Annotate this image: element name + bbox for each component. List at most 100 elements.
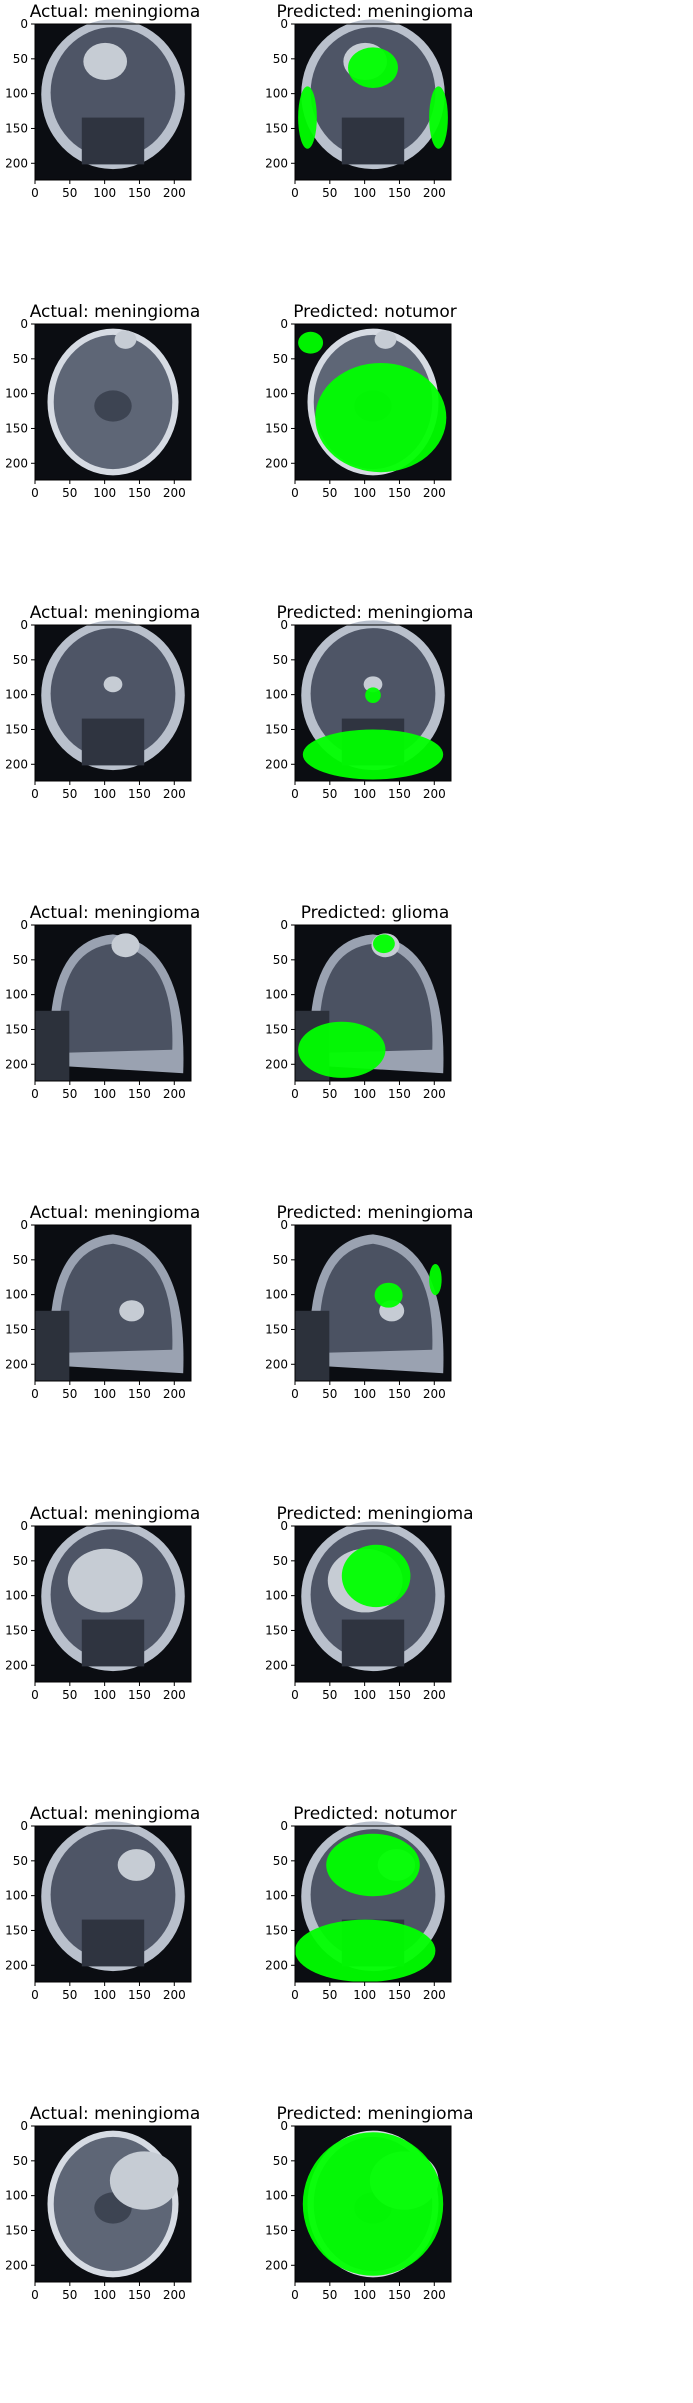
x-tick-label: 100 <box>93 2288 116 2302</box>
y-tick-label: 200 <box>5 1357 28 1371</box>
y-tick-label: 100 <box>265 2189 288 2203</box>
predicted-label: Predicted: meningioma <box>276 2104 474 2125</box>
x-tick-label: 150 <box>388 2288 411 2302</box>
y-tick-label: 50 <box>13 1553 28 1567</box>
y-tick-label: 200 <box>265 2258 288 2272</box>
y-tick-label: 200 <box>265 757 288 771</box>
y-tick-label: 200 <box>5 457 28 471</box>
y-tick-label: 100 <box>265 687 288 701</box>
x-tick-label: 50 <box>322 186 337 200</box>
x-tick-label: 100 <box>93 1688 116 1702</box>
predicted-label: Predicted: meningioma <box>276 602 474 623</box>
mri-axes: 0 50 100 150 200 0 50 100 150 200 <box>265 2119 452 2302</box>
y-tick-label: 0 <box>20 1218 28 1232</box>
attention-overlay <box>295 1919 436 1982</box>
y-tick-label: 150 <box>265 121 288 135</box>
y-tick-label: 50 <box>273 352 288 366</box>
mri-axes: 0 50 100 150 200 0 50 100 150 200 <box>5 618 192 801</box>
predicted-label: Predicted: notumor <box>293 1803 457 1824</box>
x-tick-label: 200 <box>423 1387 446 1401</box>
x-tick-label: 200 <box>163 787 186 801</box>
predicted-label: Predicted: meningioma <box>276 1203 474 1224</box>
attention-overlay <box>298 86 317 149</box>
tumor-region <box>83 42 128 81</box>
x-tick-label: 100 <box>353 1988 376 2002</box>
x-tick-label: 0 <box>291 1988 299 2002</box>
y-tick-label: 200 <box>265 1958 288 1972</box>
predicted-label: Predicted: meningioma <box>276 2 474 22</box>
y-tick-label: 0 <box>280 618 288 632</box>
x-tick-label: 0 <box>31 787 39 801</box>
x-tick-label: 150 <box>128 1688 151 1702</box>
y-tick-label: 0 <box>280 918 288 932</box>
x-tick-label: 0 <box>31 186 39 200</box>
y-tick-label: 0 <box>20 618 28 632</box>
y-tick-label: 150 <box>5 422 28 436</box>
x-tick-label: 50 <box>62 486 77 500</box>
tumor-region <box>103 675 123 692</box>
actual-label: Actual: meningioma <box>29 2104 201 2125</box>
y-tick-label: 0 <box>280 1519 288 1533</box>
y-tick-label: 50 <box>273 652 288 666</box>
y-tick-label: 50 <box>13 953 28 967</box>
x-tick-label: 200 <box>163 1688 186 1702</box>
y-tick-label: 50 <box>273 52 288 66</box>
mri-axes: 0 50 100 150 200 0 50 100 150 200 <box>5 1819 192 2002</box>
attention-overlay <box>326 1833 420 1896</box>
y-tick-label: 0 <box>280 1819 288 1833</box>
y-tick-label: 50 <box>273 1553 288 1567</box>
actual-label: Actual: meningioma <box>29 602 201 623</box>
y-tick-label: 200 <box>265 1357 288 1371</box>
y-tick-label: 150 <box>5 1623 28 1637</box>
x-tick-label: 150 <box>388 1387 411 1401</box>
y-tick-label: 50 <box>273 1854 288 1868</box>
y-tick-label: 50 <box>13 1854 28 1868</box>
attention-overlay <box>365 686 381 703</box>
x-tick-label: 100 <box>93 1988 116 2002</box>
y-tick-label: 50 <box>13 352 28 366</box>
y-tick-label: 200 <box>265 457 288 471</box>
y-tick-label: 150 <box>265 1623 288 1637</box>
x-tick-label: 0 <box>31 2288 39 2302</box>
y-tick-label: 200 <box>5 757 28 771</box>
x-tick-label: 200 <box>163 486 186 500</box>
x-tick-label: 150 <box>128 186 151 200</box>
x-tick-label: 0 <box>31 1387 39 1401</box>
y-tick-label: 200 <box>5 1958 28 1972</box>
y-tick-label: 200 <box>5 1057 28 1071</box>
y-tick-label: 0 <box>280 17 288 31</box>
y-tick-label: 100 <box>5 387 28 401</box>
x-tick-label: 200 <box>163 1387 186 1401</box>
x-tick-label: 0 <box>291 1387 299 1401</box>
x-tick-label: 200 <box>423 1988 446 2002</box>
x-tick-label: 100 <box>353 486 376 500</box>
x-tick-label: 100 <box>93 1087 116 1101</box>
x-tick-label: 50 <box>322 1387 337 1401</box>
x-tick-label: 150 <box>128 1988 151 2002</box>
actual-label: Actual: meningioma <box>29 902 201 923</box>
x-tick-label: 50 <box>62 1387 77 1401</box>
x-tick-label: 50 <box>322 1988 337 2002</box>
attention-overlay <box>298 332 324 354</box>
x-tick-label: 150 <box>388 486 411 500</box>
x-tick-label: 0 <box>291 787 299 801</box>
attention-overlay <box>302 2132 444 2276</box>
tumor-region <box>363 675 383 692</box>
y-tick-label: 100 <box>265 988 288 1002</box>
y-tick-label: 100 <box>5 988 28 1002</box>
y-tick-label: 0 <box>20 317 28 331</box>
x-tick-label: 100 <box>353 787 376 801</box>
x-tick-label: 100 <box>353 1087 376 1101</box>
tumor-region <box>109 2151 179 2210</box>
y-tick-label: 100 <box>5 87 28 101</box>
x-tick-label: 0 <box>31 1087 39 1101</box>
mri-axes: 0 50 100 150 200 0 50 100 150 200 <box>265 317 452 500</box>
y-tick-label: 100 <box>265 87 288 101</box>
mri-axes: 0 50 100 150 200 0 50 100 150 200 <box>265 918 452 1101</box>
predicted-label: Predicted: notumor <box>293 302 457 323</box>
y-tick-label: 50 <box>13 652 28 666</box>
x-tick-label: 150 <box>388 1988 411 2002</box>
x-tick-label: 50 <box>322 787 337 801</box>
y-tick-label: 0 <box>280 1218 288 1232</box>
x-tick-label: 150 <box>128 787 151 801</box>
